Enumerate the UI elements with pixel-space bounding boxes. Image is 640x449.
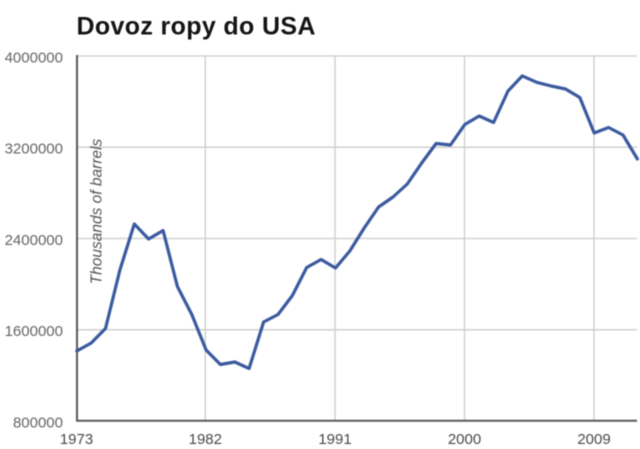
svg-text:800000: 800000 <box>13 414 63 431</box>
svg-text:1973: 1973 <box>60 431 93 448</box>
svg-text:Thousands of barrels: Thousands of barrels <box>89 138 106 284</box>
svg-text:2000: 2000 <box>448 431 481 448</box>
svg-text:Dovoz ropy do USA: Dovoz ropy do USA <box>77 13 316 41</box>
svg-text:2009: 2009 <box>577 431 610 448</box>
svg-text:4000000: 4000000 <box>5 49 63 66</box>
svg-text:1982: 1982 <box>189 431 222 448</box>
svg-text:1991: 1991 <box>318 431 351 448</box>
svg-text:2400000: 2400000 <box>5 232 63 249</box>
svg-text:1600000: 1600000 <box>5 323 63 340</box>
svg-text:3200000: 3200000 <box>5 141 63 158</box>
